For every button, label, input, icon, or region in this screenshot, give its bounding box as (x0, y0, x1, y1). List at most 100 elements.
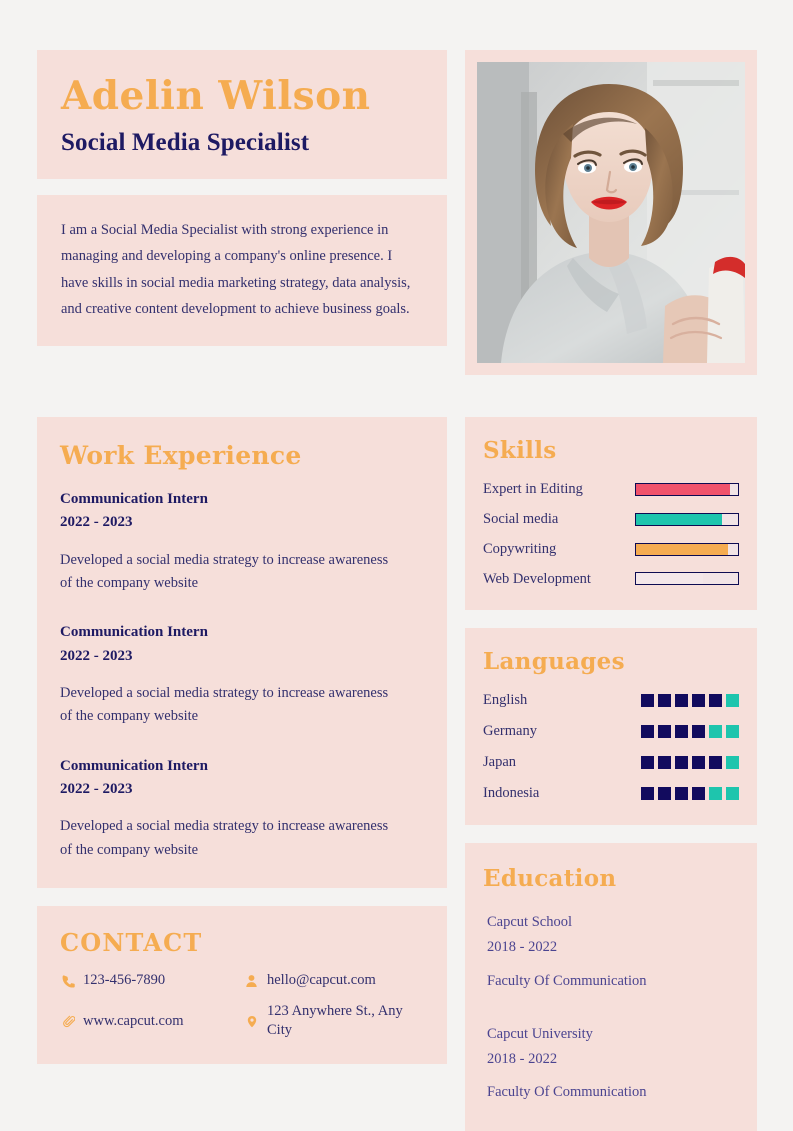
rating-square-filled (658, 694, 671, 708)
bottom-grid: Work Experience Communication Intern 202… (37, 375, 757, 1131)
skill-row: Social media (483, 510, 739, 529)
language-row: English (483, 691, 739, 710)
rating-square-filled (658, 755, 671, 769)
contact-address[interactable]: 123 Anywhere St., Any City (244, 1002, 424, 1040)
contact-email-value: hello@capcut.com (267, 972, 376, 989)
language-rating (641, 755, 739, 769)
language-label: English (483, 692, 528, 709)
link-icon (60, 1014, 75, 1029)
right-column-top (465, 50, 757, 375)
language-rating (641, 786, 739, 800)
skill-row: Expert in Editing (483, 480, 739, 499)
contact-card: CONTACT 123-456-7890 hello@capcut.com (37, 906, 447, 1064)
rating-square-filled (641, 694, 654, 708)
education-item: Capcut School 2018 - 2022 Faculty Of Com… (487, 910, 739, 994)
contact-website-value: www.capcut.com (83, 1012, 184, 1029)
languages-list: English Germany Japan Indonesia (483, 691, 739, 802)
photo-card (465, 50, 757, 375)
person-icon (244, 973, 259, 988)
rating-square-filled (675, 755, 688, 769)
phone-icon (60, 973, 75, 988)
rating-square-empty (709, 725, 722, 739)
education-item: Capcut University 2018 - 2022 Faculty Of… (487, 1022, 739, 1106)
skill-label: Expert in Editing (483, 481, 583, 497)
rating-square-filled (658, 786, 671, 800)
rating-square-filled (675, 786, 688, 800)
work-list: Communication Intern 2022 - 2023 Develop… (60, 488, 424, 862)
work-experience-heading: Work Experience (60, 441, 302, 470)
right-column-bottom: Skills Expert in Editing Social media (465, 375, 757, 1131)
work-description: Developed a social media strategy to inc… (60, 684, 389, 725)
education-heading: Education (483, 864, 617, 892)
work-description: Developed a social media strategy to inc… (60, 551, 389, 591)
work-role: Communication Intern (60, 624, 208, 641)
contact-email[interactable]: hello@capcut.com (244, 971, 424, 990)
skill-bar (635, 542, 739, 556)
skills-heading: Skills (483, 437, 557, 464)
rating-square-filled (658, 725, 671, 739)
skills-list: Expert in Editing Social media (483, 480, 739, 588)
skill-bar-fill (636, 513, 722, 525)
work-item: Communication Intern 2022 - 2023 Develop… (60, 488, 424, 595)
skill-label: Copywriting (483, 540, 557, 557)
language-label: Germany (483, 723, 537, 740)
skill-bar (635, 482, 739, 496)
rating-square-filled (692, 755, 705, 769)
skill-bar (635, 512, 739, 526)
education-school: Capcut University (487, 1025, 593, 1042)
contact-heading: CONTACT (60, 928, 203, 958)
education-card: Education Capcut School 2018 - 2022 Facu… (465, 842, 757, 1131)
rating-square-filled (641, 786, 654, 800)
work-dates: 2022 - 2023 (60, 647, 133, 664)
rating-square-filled (692, 786, 705, 800)
job-title: Social Media Specialist (61, 128, 310, 156)
language-row: Germany (483, 722, 739, 741)
education-years: 2018 - 2022 (487, 938, 558, 955)
contact-website[interactable]: www.capcut.com (60, 1002, 238, 1040)
education-faculty: Faculty Of Communication (487, 972, 647, 989)
portrait-illustration (477, 62, 745, 363)
top-grid: Adelin Wilson Social Media Specialist I … (37, 50, 757, 375)
language-rating (641, 725, 739, 739)
skill-bar-fill (636, 573, 704, 585)
language-label: Japan (483, 754, 517, 771)
language-row: Indonesia (483, 784, 739, 803)
education-years: 2018 - 2022 (487, 1050, 558, 1067)
languages-card: Languages English Germany Japan (465, 628, 757, 825)
skill-label: Web Development (483, 570, 591, 587)
rating-square-filled (675, 725, 688, 739)
rating-square-empty (726, 725, 739, 739)
contact-grid: 123-456-7890 hello@capcut.com www.capcut… (60, 971, 424, 1040)
rating-square-empty (709, 786, 722, 800)
rating-square-empty (726, 755, 739, 769)
left-column-bottom: Work Experience Communication Intern 202… (37, 375, 447, 1064)
education-faculty: Faculty Of Communication (487, 1084, 647, 1101)
page-title: Adelin Wilson (61, 73, 371, 119)
work-role: Communication Intern (60, 757, 208, 774)
rating-square-filled (692, 694, 705, 708)
skill-bar (635, 572, 739, 586)
contact-phone-value: 123-456-7890 (83, 972, 166, 989)
summary-card: I am a Social Media Specialist with stro… (37, 194, 447, 347)
rating-square-filled (692, 725, 705, 739)
rating-square-filled (641, 755, 654, 769)
portrait-photo (477, 62, 745, 363)
education-school: Capcut School (487, 913, 572, 930)
languages-heading: Languages (483, 648, 625, 676)
work-role: Communication Intern (60, 491, 208, 507)
language-label: Indonesia (483, 784, 540, 801)
summary-text: I am a Social Media Specialist with stro… (61, 221, 411, 318)
skill-label: Social media (483, 510, 559, 527)
contact-phone[interactable]: 123-456-7890 (60, 971, 238, 990)
rating-square-filled (709, 755, 722, 769)
work-dates: 2022 - 2023 (60, 514, 133, 531)
rating-square-empty (726, 694, 739, 708)
language-row: Japan (483, 753, 739, 772)
rating-square-filled (675, 694, 688, 708)
work-experience-card: Work Experience Communication Intern 202… (37, 417, 447, 889)
work-dates: 2022 - 2023 (60, 781, 133, 798)
education-list: Capcut School 2018 - 2022 Faculty Of Com… (483, 910, 739, 1106)
skill-bar-fill (636, 543, 728, 555)
left-column-top: Adelin Wilson Social Media Specialist I … (37, 50, 447, 347)
